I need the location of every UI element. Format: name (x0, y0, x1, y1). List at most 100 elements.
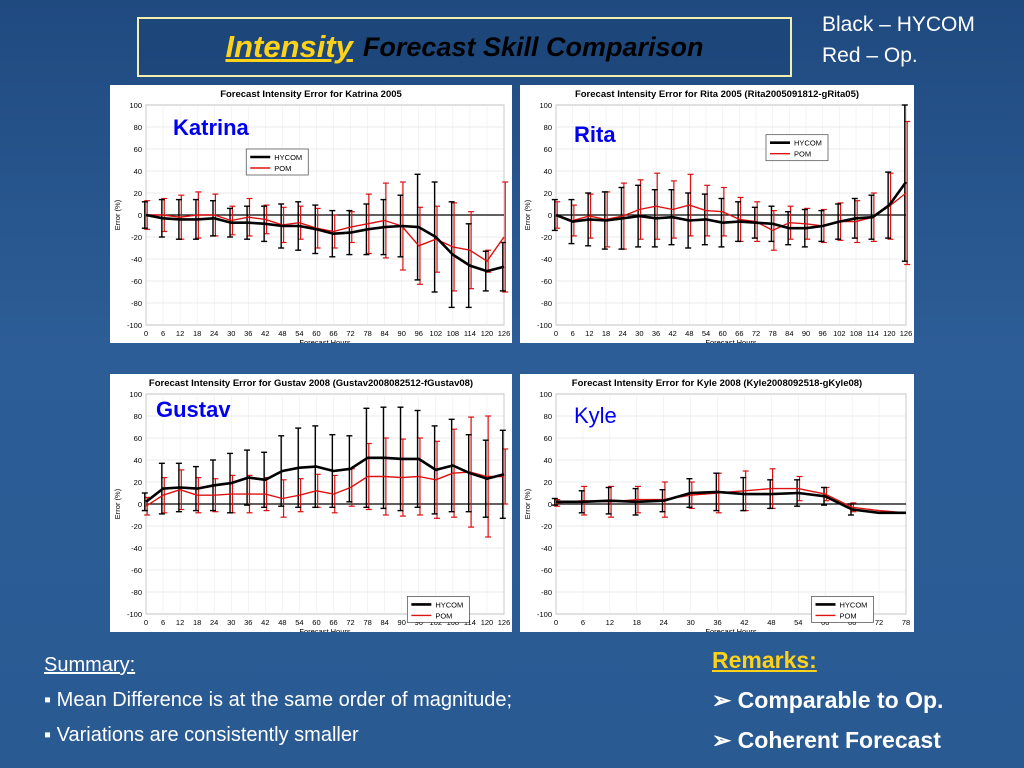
legend-label: HYCOM (274, 153, 302, 162)
series-line-pom (146, 214, 505, 262)
y-tick-label: 100 (129, 390, 142, 399)
x-tick-label: 78 (363, 618, 371, 627)
x-axis-label: Forecast Hours (299, 627, 351, 632)
arrow-bullet-icon: ➢ (712, 727, 732, 753)
legend-box (811, 596, 874, 623)
series-line-hycom (555, 181, 908, 230)
x-tick-label: 48 (767, 618, 775, 627)
y-tick-label: -80 (131, 299, 142, 308)
x-tick-label: 18 (602, 329, 610, 338)
series-line-hycom (145, 456, 505, 503)
x-tick-label: 90 (398, 329, 406, 338)
y-tick-label: -80 (541, 588, 552, 597)
x-tick-label: 120 (883, 329, 896, 338)
y-tick-label: 0 (548, 211, 552, 220)
x-tick-label: 126 (498, 618, 511, 627)
x-tick-label: 114 (464, 618, 476, 627)
y-tick-label: 100 (539, 101, 552, 110)
x-tick-label: 84 (380, 329, 388, 338)
x-tick-label: 66 (735, 329, 743, 338)
x-tick-label: 60 (312, 618, 320, 627)
storm-name-label: Rita (574, 122, 616, 147)
summary-block: Summary: ▪ Mean Difference is at the sam… (44, 648, 512, 753)
intensity-error-chart: Forecast Intensity Error for Rita 2005 (… (523, 89, 912, 343)
square-bullet-icon: ▪ (44, 689, 52, 711)
y-tick-label: 20 (544, 478, 552, 487)
x-tick-label: 42 (740, 618, 748, 627)
x-tick-label: 36 (244, 618, 252, 627)
y-tick-label: -60 (541, 277, 552, 286)
x-tick-label: 18 (193, 618, 201, 627)
x-tick-label: 18 (193, 329, 201, 338)
y-tick-label: -40 (131, 255, 142, 264)
summary-item-text: Variations are consistently smaller (56, 724, 359, 746)
y-tick-label: 80 (544, 412, 552, 421)
y-tick-label: -40 (541, 544, 552, 553)
x-tick-label: 24 (618, 329, 626, 338)
x-tick-label: 12 (176, 618, 184, 627)
y-tick-label: -100 (127, 610, 142, 619)
legend-box (765, 134, 829, 162)
y-tick-label: -60 (131, 566, 142, 575)
y-tick-label: -60 (131, 277, 142, 286)
arrow-bullet-icon: ➢ (712, 687, 732, 713)
x-tick-label: 108 (850, 329, 863, 338)
intensity-error-chart: Forecast Intensity Error for Katrina 200… (113, 89, 510, 343)
x-tick-label: 54 (295, 329, 303, 338)
x-tick-label: 12 (606, 618, 614, 627)
y-tick-label: 0 (138, 211, 142, 220)
y-tick-label: -60 (541, 566, 552, 575)
square-bullet-icon: ▪ (44, 724, 52, 746)
x-tick-label: 54 (295, 618, 303, 627)
x-tick-label: 24 (210, 618, 218, 627)
chart-title: Forecast Intensity Error for Katrina 200… (220, 89, 402, 100)
y-tick-label: 40 (544, 167, 552, 176)
title-highlight: Intensity (225, 29, 353, 64)
x-tick-label: 114 (867, 329, 879, 338)
x-tick-label: 0 (144, 618, 148, 627)
chart-panel-rita: Forecast Intensity Error for Rita 2005 (… (520, 85, 914, 343)
legend-line-op: Red – Op. (822, 44, 918, 67)
x-tick-label: 12 (585, 329, 593, 338)
legend-box (406, 596, 470, 623)
x-tick-label: 30 (227, 618, 235, 627)
storm-name-label: Kyle (574, 403, 617, 428)
y-tick-label: 60 (544, 145, 552, 154)
y-tick-label: -40 (541, 255, 552, 264)
y-tick-label: -40 (131, 544, 142, 553)
y-tick-label: 40 (134, 456, 142, 465)
x-tick-label: 72 (346, 618, 354, 627)
x-tick-label: 0 (144, 329, 148, 338)
x-tick-label: 24 (660, 618, 668, 627)
x-tick-label: 6 (161, 618, 165, 627)
y-tick-label: 20 (134, 189, 142, 198)
x-tick-label: 114 (464, 329, 476, 338)
summary-item: ▪ Mean Difference is at the same order o… (44, 683, 512, 718)
y-axis-label: Error (%) (523, 199, 532, 230)
x-tick-label: 66 (329, 618, 337, 627)
chart-title: Forecast Intensity Error for Kyle 2008 (… (572, 378, 862, 389)
legend-label: HYCOM (840, 600, 868, 609)
x-tick-label: 96 (818, 329, 826, 338)
y-tick-label: 60 (134, 145, 142, 154)
storm-name-label: Gustav (156, 397, 231, 422)
series-line-pom (145, 471, 504, 507)
y-axis-label: Error (%) (523, 488, 532, 519)
summary-item: ▪ Variations are consistently smaller (44, 718, 512, 753)
x-tick-label: 36 (713, 618, 721, 627)
x-tick-label: 36 (652, 329, 660, 338)
y-tick-label: 60 (134, 434, 142, 443)
x-tick-label: 96 (415, 329, 423, 338)
x-tick-label: 6 (571, 329, 575, 338)
x-tick-label: 102 (430, 329, 443, 338)
chart-panel-kyle: Forecast Intensity Error for Kyle 2008 (… (520, 374, 914, 632)
intensity-error-chart: Forecast Intensity Error for Gustav 2008… (113, 378, 511, 632)
x-tick-label: 6 (581, 618, 585, 627)
x-tick-label: 72 (752, 329, 760, 338)
chart-title: Forecast Intensity Error for Rita 2005 (… (575, 89, 859, 100)
legend-label: HYCOM (435, 600, 463, 609)
x-tick-label: 102 (833, 329, 846, 338)
y-tick-label: 0 (138, 500, 142, 509)
remarks-heading: Remarks: (712, 647, 817, 673)
x-tick-label: 42 (261, 618, 269, 627)
